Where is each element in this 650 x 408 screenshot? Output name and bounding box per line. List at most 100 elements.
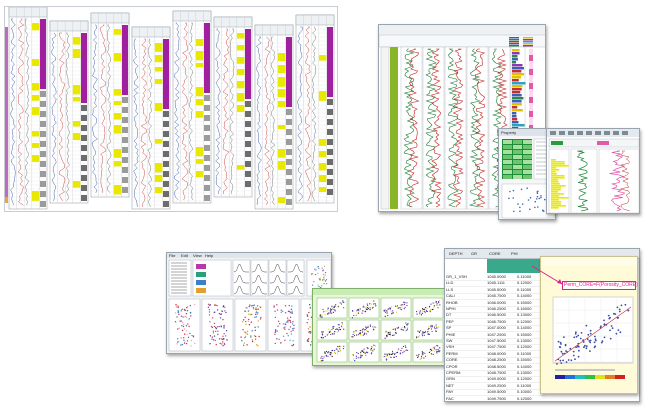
- facies-column: [327, 27, 333, 97]
- log-curve-red: [474, 48, 486, 208]
- plot-point: [177, 311, 180, 314]
- table-row[interactable]: LLD 1045.1111 0.12000: [445, 280, 545, 288]
- plot-point: [248, 323, 251, 326]
- table-row[interactable]: PEF 1046.7500 0.12000: [445, 319, 545, 326]
- table-row[interactable]: PAY 1049.5000 0.10000: [445, 389, 545, 397]
- matrix-point: [342, 300, 344, 302]
- table-tab-3[interactable]: PHI: [511, 251, 518, 256]
- matrix-point: [327, 355, 329, 357]
- matrix-point: [370, 349, 372, 351]
- matrix-point: [337, 345, 339, 348]
- table-header: [487, 259, 543, 273]
- table-row[interactable]: DT 1046.5000 0.13000: [445, 312, 545, 320]
- lithology-bar: [512, 115, 517, 118]
- matrix-point: [439, 347, 441, 349]
- lithology-bar: [512, 118, 518, 121]
- lithology-block: [113, 101, 122, 106]
- table-tab-2[interactable]: CORE: [489, 251, 501, 256]
- plot-point: [259, 318, 262, 320]
- plot-point: [216, 326, 219, 328]
- plot-point: [257, 320, 260, 322]
- mini-point: [536, 191, 539, 193]
- scatter-matrix-window: [312, 288, 446, 366]
- matrix-point: [406, 329, 408, 331]
- plot-point: [259, 306, 261, 308]
- legend-swatch: [523, 37, 533, 39]
- plot-point: [274, 329, 277, 331]
- matrix-point: [424, 355, 427, 357]
- facies-block: [286, 149, 292, 155]
- lithology-block: [236, 57, 245, 64]
- grid-cell: [503, 170, 512, 174]
- menu-file[interactable]: File: [169, 253, 176, 258]
- matrix-point: [329, 308, 332, 310]
- menu-help[interactable]: Help: [205, 253, 214, 258]
- plot-point: [241, 321, 244, 323]
- matrix-point: [393, 356, 395, 358]
- matrix-point: [373, 344, 375, 346]
- table-tab-0[interactable]: DEPTH: [449, 251, 463, 256]
- log-curve: [188, 22, 194, 201]
- plot-point: [280, 311, 282, 314]
- table-row[interactable]: PHIE 1047.2500 0.15000: [445, 332, 545, 339]
- table-row[interactable]: GR_1_VSH 1045.0000 0.11000: [445, 274, 545, 281]
- table-row[interactable]: GRN 1049.0000 0.12000: [445, 376, 545, 384]
- matrix-point: [354, 360, 356, 362]
- matrix-point: [333, 306, 335, 308]
- matrix-point: [337, 330, 340, 332]
- table-row[interactable]: PERM 1048.0000 0.11000: [445, 351, 545, 358]
- matrix-point: [428, 330, 430, 333]
- matrix-point: [429, 310, 431, 313]
- axis-label-bar: [555, 369, 615, 371]
- facies-block: [327, 169, 333, 175]
- plot-point: [190, 345, 192, 347]
- matrix-point: [417, 355, 420, 357]
- matrix-point: [432, 347, 434, 349]
- plot-point: [284, 326, 286, 328]
- matrix-point: [369, 307, 371, 309]
- lithology-bar: [551, 191, 559, 193]
- crossplot-point: [572, 354, 575, 357]
- plot-point: [215, 304, 217, 306]
- table-row[interactable]: CPOR 1048.5000 0.14000: [445, 364, 545, 371]
- matrix-point: [423, 334, 425, 336]
- table-cell-depth: 1046.2500: [487, 306, 506, 311]
- matrix-point: [386, 335, 388, 337]
- matrix-point: [332, 311, 335, 313]
- table-row[interactable]: NET 1049.2500 0.11000: [445, 383, 545, 390]
- matrix-point: [365, 333, 368, 335]
- table-row[interactable]: SW 1047.5000 0.13000: [445, 338, 545, 345]
- table-row[interactable]: RHOB 1046.0000 0.15000: [445, 300, 545, 307]
- table-tab-1[interactable]: GR: [471, 251, 477, 256]
- plot-point: [208, 311, 211, 313]
- plot-point: [289, 320, 291, 322]
- matrix-point: [402, 352, 404, 354]
- table-cell-value: 0.13000: [517, 312, 532, 318]
- matrix-point: [422, 332, 424, 334]
- matrix-point: [364, 332, 366, 334]
- table-row[interactable]: VSH 1047.7500 0.12000: [445, 344, 545, 352]
- matrix-point: [352, 336, 354, 338]
- menu-view[interactable]: View: [193, 253, 202, 258]
- mini-point: [536, 192, 539, 195]
- matrix-point: [352, 310, 354, 312]
- matrix-point: [384, 315, 386, 317]
- plot-point: [306, 340, 309, 342]
- lithology-bar: [512, 121, 519, 124]
- table-row[interactable]: CALI 1045.7500 0.14000: [445, 293, 545, 301]
- table-row[interactable]: SP 1047.0000 0.14000: [445, 325, 545, 333]
- table-row[interactable]: CPERM 1048.7500 0.13000: [445, 370, 545, 377]
- table-row[interactable]: FAC 1049.7500 0.12000: [445, 396, 545, 401]
- plot-point: [287, 319, 289, 321]
- table-row[interactable]: NPHI 1046.2500 0.16000: [445, 306, 545, 313]
- matrix-point: [432, 302, 434, 305]
- table-row[interactable]: CORE 1048.2500 0.15000: [445, 357, 545, 365]
- log-curve: [181, 22, 189, 201]
- matrix-point: [392, 312, 394, 314]
- plot-point: [309, 307, 311, 309]
- facies-block: [245, 101, 251, 107]
- matrix-point: [387, 308, 389, 310]
- lithology-bar: [551, 159, 556, 161]
- table-row[interactable]: LLS 1045.5000 0.11000: [445, 287, 545, 294]
- menu-edit[interactable]: Edit: [181, 253, 188, 258]
